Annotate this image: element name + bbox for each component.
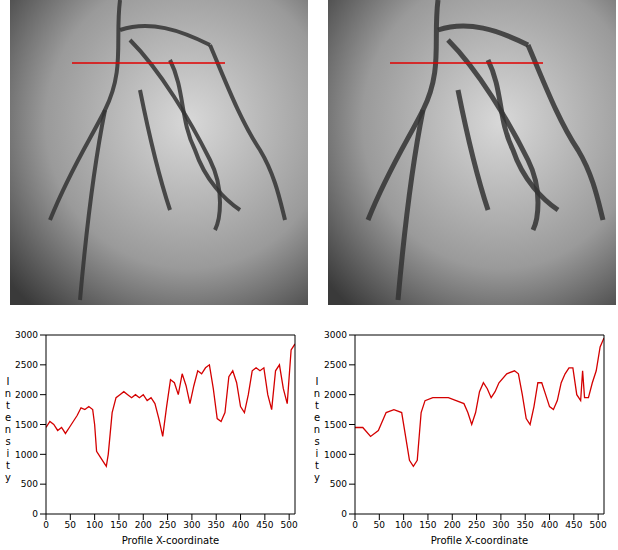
svg-text:250: 250 [159, 520, 176, 530]
svg-text:Profile X-coordinate: Profile X-coordinate [122, 535, 220, 546]
svg-text:1000: 1000 [324, 450, 347, 460]
svg-text:500: 500 [21, 479, 38, 489]
svg-text:3000: 3000 [15, 330, 38, 340]
svg-text:2000: 2000 [324, 390, 347, 400]
html-text:y: y [5, 472, 11, 483]
svg-text:2500: 2500 [15, 360, 38, 370]
svg-text:350: 350 [208, 520, 225, 530]
svg-text:300: 300 [183, 520, 200, 530]
html-text:t: t [315, 460, 319, 471]
svg-text:400: 400 [232, 520, 249, 530]
svg-text:200: 200 [135, 520, 152, 530]
html-text:i: i [6, 448, 10, 459]
svg-text:Profile X-coordinate: Profile X-coordinate [431, 535, 529, 546]
html-text:n: n [4, 388, 12, 399]
svg-text:500: 500 [330, 479, 347, 489]
svg-text:0: 0 [352, 520, 358, 530]
html-text:e: e [4, 412, 12, 423]
svg-text:1500: 1500 [324, 420, 347, 430]
html-text:e: e [313, 412, 321, 423]
html-text:I: I [315, 376, 319, 387]
svg-text:400: 400 [541, 520, 558, 530]
svg-text:2500: 2500 [324, 360, 347, 370]
html-text:n: n [4, 424, 12, 435]
svg-text:150: 150 [110, 520, 127, 530]
svg-text:500: 500 [590, 520, 607, 530]
svg-text:350: 350 [517, 520, 534, 530]
html-text:t: t [6, 400, 10, 411]
svg-text:250: 250 [468, 520, 485, 530]
svg-text:450: 450 [565, 520, 582, 530]
svg-text:150: 150 [419, 520, 436, 530]
svg-text:1000: 1000 [15, 450, 38, 460]
svg-text:50: 50 [374, 520, 386, 530]
html-text:s: s [314, 436, 320, 447]
html-text:I: I [6, 376, 10, 387]
html-text:n: n [313, 424, 321, 435]
svg-text:100: 100 [86, 520, 103, 530]
svg-text:3000: 3000 [324, 330, 347, 340]
html-text:s: s [5, 436, 11, 447]
svg-text:500: 500 [281, 520, 298, 530]
svg-text:0: 0 [43, 520, 49, 530]
svg-text:50: 50 [65, 520, 77, 530]
svg-text:300: 300 [492, 520, 509, 530]
html-text:n: n [313, 388, 321, 399]
svg-text:100: 100 [395, 520, 412, 530]
html-text:t: t [315, 400, 319, 411]
svg-text:200: 200 [444, 520, 461, 530]
html-text:i: i [315, 448, 319, 459]
svg-text:1500: 1500 [15, 420, 38, 430]
svg-text:0: 0 [32, 509, 38, 519]
svg-text:0: 0 [341, 509, 347, 519]
svg-text:2000: 2000 [15, 390, 38, 400]
svg-text:450: 450 [256, 520, 273, 530]
html-text:y: y [314, 472, 320, 483]
html-text:t: t [6, 460, 10, 471]
